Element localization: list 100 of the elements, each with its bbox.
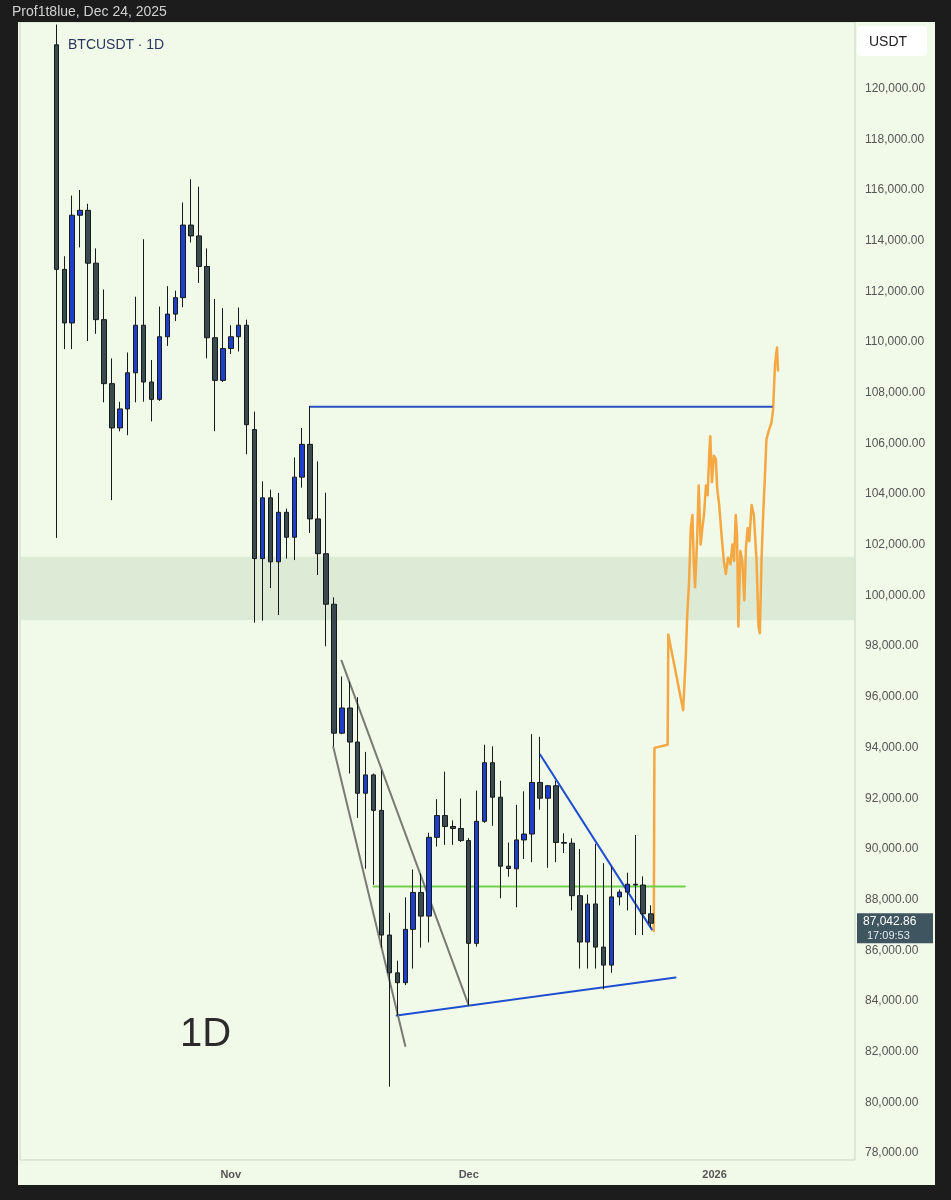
annotation: 1D — [180, 1010, 232, 1054]
candlestick — [196, 186, 202, 284]
candlestick — [617, 888, 622, 906]
candlestick — [228, 324, 234, 355]
y-tick-label: 86,000.00 — [865, 942, 919, 957]
y-tick-label: 108,000.00 — [865, 385, 926, 400]
candlestick — [141, 238, 146, 403]
candlestick — [450, 819, 456, 846]
candlestick — [93, 247, 99, 335]
candlestick — [292, 456, 297, 561]
candlestick — [395, 960, 400, 1017]
candlestick — [331, 596, 337, 747]
candlestick — [498, 780, 503, 899]
candlestick — [545, 784, 551, 869]
candlestick — [577, 848, 583, 970]
chart-subtitle: Prof1t8lue, Dec 24, 2025 — [12, 3, 167, 19]
y-tick-label: 116,000.00 — [865, 182, 925, 197]
candlestick — [633, 834, 638, 936]
candlestick — [212, 298, 218, 432]
candlestick — [220, 307, 226, 383]
candlestick — [165, 285, 170, 347]
text: BTCUSDT · 1D — [68, 36, 165, 52]
candlestick — [252, 411, 257, 624]
candlestick — [157, 306, 162, 402]
candlestick — [268, 489, 273, 589]
candlestick — [77, 189, 83, 248]
text: 17:09:53 — [867, 928, 910, 941]
candlestick — [640, 875, 646, 936]
candlestick — [180, 201, 186, 308]
candlestick — [379, 769, 384, 949]
candlestick — [466, 837, 471, 1007]
candlestick — [529, 733, 535, 863]
candlestick — [109, 357, 115, 501]
y-tick-label: 80,000.00 — [865, 1094, 919, 1109]
candlestick — [410, 868, 416, 970]
y-tick-label: 112,000.00 — [865, 283, 925, 298]
candlestick — [260, 480, 265, 622]
candlestick — [323, 492, 329, 647]
candlestick — [299, 427, 305, 489]
candlestick — [315, 460, 321, 576]
candlestick — [609, 866, 614, 974]
y-tick-label: 92,000.00 — [865, 790, 919, 805]
candlestick — [648, 904, 654, 929]
y-tick-label: 90,000.00 — [865, 841, 919, 856]
candlestick — [474, 790, 479, 948]
candlestick — [569, 837, 575, 911]
candlestick — [133, 296, 138, 403]
candlestick — [585, 894, 590, 970]
candlestick — [355, 696, 360, 819]
candlestick — [149, 359, 154, 422]
x-tick-label: Nov — [220, 1167, 243, 1180]
candlestick — [458, 798, 464, 843]
candlestick — [101, 288, 107, 403]
y-tick-label: 120,000.00 — [865, 80, 926, 95]
candlestick — [490, 745, 495, 827]
candlestick — [125, 351, 130, 436]
y-tick-label: 106,000.00 — [865, 435, 926, 450]
candlestick — [561, 832, 567, 854]
candlestick — [418, 873, 424, 949]
candlestick — [62, 255, 67, 350]
candlestick — [117, 401, 123, 432]
candlestick — [434, 798, 440, 848]
candlestick — [426, 832, 432, 943]
candlestick — [339, 675, 345, 735]
y-tick-label: 104,000.00 — [865, 486, 926, 501]
candlestick — [553, 780, 559, 863]
y-tick-label: 94,000.00 — [865, 739, 919, 754]
candlestick — [482, 744, 487, 824]
candlestick — [387, 912, 392, 1088]
candlestick — [442, 771, 448, 846]
candlestick — [403, 896, 408, 986]
candlestick — [363, 751, 368, 870]
candlestick — [593, 843, 598, 970]
candlestick — [601, 862, 606, 990]
x-tick-label: 2026 — [702, 1167, 727, 1180]
candlestick — [85, 203, 91, 342]
candlestick — [506, 842, 511, 878]
y-tick-label: 118,000.00 — [865, 131, 925, 146]
candlestick — [276, 492, 281, 616]
candlestick — [54, 24, 59, 539]
line-series — [652, 346, 780, 933]
y-tick-label: 100,000.00 — [865, 587, 926, 602]
candlestick — [173, 290, 178, 322]
y-tick-label: 114,000.00 — [865, 232, 925, 247]
y-tick-label: 88,000.00 — [865, 891, 919, 906]
y-tick-label: 84,000.00 — [865, 993, 919, 1008]
y-tick-label: 98,000.00 — [865, 638, 919, 653]
candlestick — [371, 772, 376, 886]
y-tick-label: 78,000.00 — [865, 1145, 919, 1160]
candlestick — [69, 195, 75, 350]
candlestick — [204, 247, 210, 359]
y-tick-label: 82,000.00 — [865, 1044, 919, 1059]
candlestick — [236, 307, 241, 352]
y-tick-label: 110,000.00 — [865, 334, 925, 349]
candlestick — [625, 872, 630, 911]
candlestick — [244, 319, 249, 455]
y-axis-title: USDT — [869, 33, 908, 49]
text: 87,042.86 — [863, 914, 917, 929]
y-tick-label: 102,000.00 — [865, 537, 926, 552]
candlestick — [347, 681, 353, 775]
